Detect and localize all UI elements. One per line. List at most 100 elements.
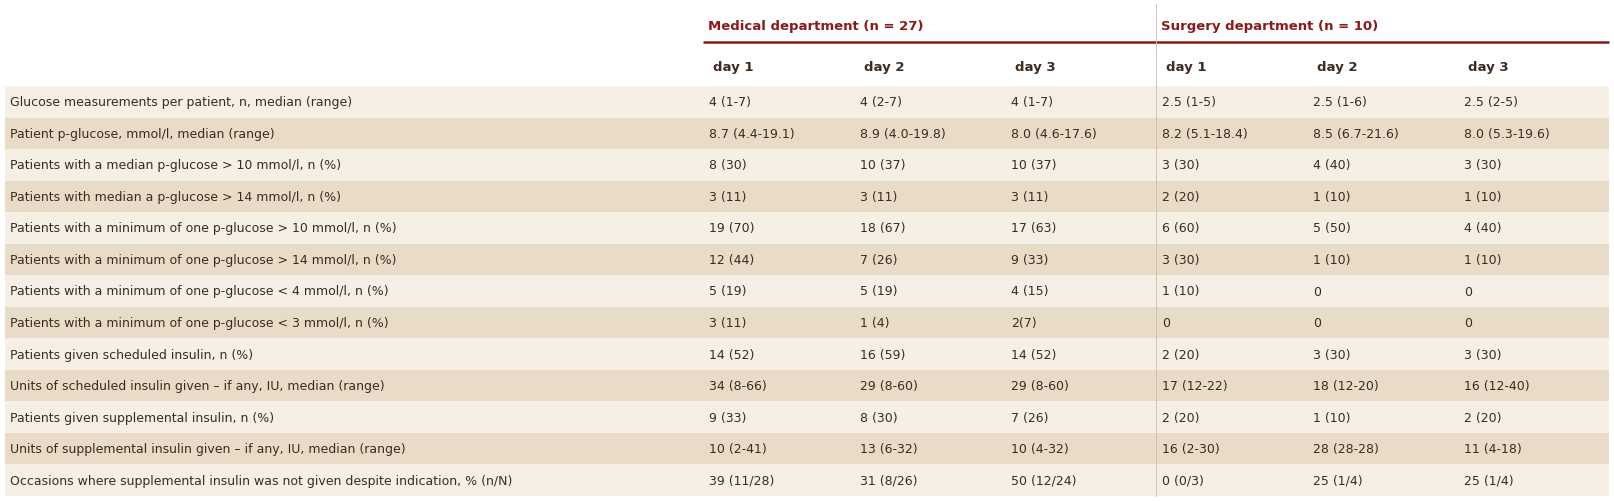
Text: 13 (6-32): 13 (6-32) (860, 442, 917, 455)
Bar (5, 402, 1609, 433)
Text: day 1: day 1 (713, 62, 754, 74)
Bar (5, 5, 1609, 87)
Text: 3 (11): 3 (11) (1010, 190, 1047, 203)
Text: 6 (60): 6 (60) (1162, 222, 1199, 235)
Text: day 3: day 3 (1015, 62, 1056, 74)
Text: 3 (11): 3 (11) (709, 317, 746, 329)
Text: 2 (20): 2 (20) (1162, 190, 1199, 203)
Text: 12 (44): 12 (44) (709, 254, 754, 267)
Text: 0: 0 (1464, 285, 1472, 298)
Text: 10 (37): 10 (37) (1010, 159, 1056, 172)
Text: 14 (52): 14 (52) (1010, 348, 1056, 361)
Text: 9 (33): 9 (33) (709, 411, 746, 424)
Text: Patients given supplemental insulin, n (%): Patients given supplemental insulin, n (… (10, 411, 274, 424)
Text: Patients with a minimum of one p-glucose < 4 mmol/l, n (%): Patients with a minimum of one p-glucose… (10, 285, 389, 298)
Text: 4 (15): 4 (15) (1010, 285, 1049, 298)
Text: 10 (4-32): 10 (4-32) (1010, 442, 1068, 455)
Text: 8.0 (4.6-17.6): 8.0 (4.6-17.6) (1010, 128, 1096, 140)
Bar (5, 87, 1609, 118)
Text: Units of scheduled insulin given – if any, IU, median (range): Units of scheduled insulin given – if an… (10, 379, 384, 392)
Text: Occasions where supplemental insulin was not given despite indication, % (n/N): Occasions where supplemental insulin was… (10, 474, 512, 487)
Text: 3 (11): 3 (11) (860, 190, 897, 203)
Text: 8.7 (4.4-19.1): 8.7 (4.4-19.1) (709, 128, 794, 140)
Bar (5, 370, 1609, 402)
Bar (5, 181, 1609, 213)
Text: 1 (10): 1 (10) (1464, 254, 1501, 267)
Text: 2 (20): 2 (20) (1162, 348, 1199, 361)
Text: Surgery department (n = 10): Surgery department (n = 10) (1160, 21, 1378, 34)
Bar (5, 433, 1609, 464)
Text: 29 (8-60): 29 (8-60) (1010, 379, 1068, 392)
Text: 14 (52): 14 (52) (709, 348, 754, 361)
Text: 1 (10): 1 (10) (1312, 411, 1351, 424)
Text: 0: 0 (1312, 285, 1320, 298)
Bar (5, 339, 1609, 370)
Text: 5 (50): 5 (50) (1312, 222, 1351, 235)
Text: 1 (10): 1 (10) (1464, 190, 1501, 203)
Text: Patients given scheduled insulin, n (%): Patients given scheduled insulin, n (%) (10, 348, 253, 361)
Text: 29 (8-60): 29 (8-60) (860, 379, 918, 392)
Text: 5 (19): 5 (19) (709, 285, 746, 298)
Text: 1 (10): 1 (10) (1162, 285, 1199, 298)
Text: 16 (2-30): 16 (2-30) (1162, 442, 1220, 455)
Text: Patients with median a p-glucose > 14 mmol/l, n (%): Patients with median a p-glucose > 14 mm… (10, 190, 341, 203)
Text: Patients with a minimum of one p-glucose > 14 mmol/l, n (%): Patients with a minimum of one p-glucose… (10, 254, 397, 267)
Text: Patients with a minimum of one p-glucose > 10 mmol/l, n (%): Patients with a minimum of one p-glucose… (10, 222, 397, 235)
Text: day 2: day 2 (1317, 62, 1357, 74)
Bar (5, 464, 1609, 496)
Text: 17 (63): 17 (63) (1010, 222, 1056, 235)
Text: 0: 0 (1162, 317, 1170, 329)
Text: 31 (8/26): 31 (8/26) (860, 474, 917, 487)
Bar (5, 213, 1609, 244)
Text: 10 (2-41): 10 (2-41) (709, 442, 767, 455)
Text: 8.5 (6.7-21.6): 8.5 (6.7-21.6) (1312, 128, 1399, 140)
Text: 1 (4): 1 (4) (860, 317, 889, 329)
Text: 1 (10): 1 (10) (1312, 254, 1351, 267)
Text: 2(7): 2(7) (1010, 317, 1036, 329)
Text: Patient p-glucose, mmol/l, median (range): Patient p-glucose, mmol/l, median (range… (10, 128, 274, 140)
Text: 8.2 (5.1-18.4): 8.2 (5.1-18.4) (1162, 128, 1248, 140)
Text: 0 (0/3): 0 (0/3) (1162, 474, 1204, 487)
Text: day 3: day 3 (1469, 62, 1509, 74)
Text: 3 (11): 3 (11) (709, 190, 746, 203)
Text: Glucose measurements per patient, n, median (range): Glucose measurements per patient, n, med… (10, 96, 352, 109)
Bar (5, 244, 1609, 276)
Text: 7 (26): 7 (26) (1010, 411, 1049, 424)
Text: day 1: day 1 (1165, 62, 1206, 74)
Text: 8 (30): 8 (30) (860, 411, 897, 424)
Text: 18 (12-20): 18 (12-20) (1312, 379, 1378, 392)
Text: 2.5 (1-5): 2.5 (1-5) (1162, 96, 1215, 109)
Text: 4 (1-7): 4 (1-7) (1010, 96, 1052, 109)
Text: 3 (30): 3 (30) (1464, 348, 1501, 361)
Text: 5 (19): 5 (19) (860, 285, 897, 298)
Text: 11 (4-18): 11 (4-18) (1464, 442, 1522, 455)
Text: 19 (70): 19 (70) (709, 222, 754, 235)
Text: 16 (12-40): 16 (12-40) (1464, 379, 1530, 392)
Text: 0: 0 (1312, 317, 1320, 329)
Text: 4 (40): 4 (40) (1312, 159, 1351, 172)
Bar (5, 276, 1609, 307)
Text: Patients with a median p-glucose > 10 mmol/l, n (%): Patients with a median p-glucose > 10 mm… (10, 159, 341, 172)
Text: 16 (59): 16 (59) (860, 348, 905, 361)
Text: 9 (33): 9 (33) (1010, 254, 1047, 267)
Text: 4 (40): 4 (40) (1464, 222, 1501, 235)
Text: 34 (8-66): 34 (8-66) (709, 379, 767, 392)
Text: 3 (30): 3 (30) (1162, 254, 1199, 267)
Text: Units of supplemental insulin given – if any, IU, median (range): Units of supplemental insulin given – if… (10, 442, 405, 455)
Bar (5, 307, 1609, 339)
Text: 2 (20): 2 (20) (1464, 411, 1501, 424)
Text: 4 (2-7): 4 (2-7) (860, 96, 902, 109)
Text: day 2: day 2 (863, 62, 904, 74)
Text: 25 (1/4): 25 (1/4) (1312, 474, 1362, 487)
Text: 3 (30): 3 (30) (1312, 348, 1351, 361)
Text: 25 (1/4): 25 (1/4) (1464, 474, 1514, 487)
Text: 8.0 (5.3-19.6): 8.0 (5.3-19.6) (1464, 128, 1549, 140)
Text: 2 (20): 2 (20) (1162, 411, 1199, 424)
Text: Patients with a minimum of one p-glucose < 3 mmol/l, n (%): Patients with a minimum of one p-glucose… (10, 317, 389, 329)
Text: 17 (12-22): 17 (12-22) (1162, 379, 1228, 392)
Text: 28 (28-28): 28 (28-28) (1312, 442, 1378, 455)
Text: 18 (67): 18 (67) (860, 222, 905, 235)
Text: 1 (10): 1 (10) (1312, 190, 1351, 203)
Text: 39 (11/28): 39 (11/28) (709, 474, 775, 487)
Text: 7 (26): 7 (26) (860, 254, 897, 267)
